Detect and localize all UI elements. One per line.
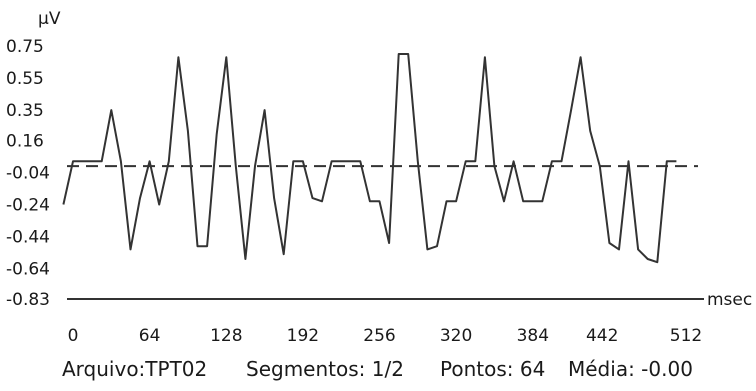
file-label: Arquivo:TPT02 bbox=[62, 357, 208, 381]
mean-label: Média: -0.00 bbox=[568, 357, 693, 381]
x-tick-labels: 0 64 128 192 256 320 384 442 512 bbox=[68, 326, 703, 346]
y-tick-label: -0.83 bbox=[6, 290, 50, 310]
signal-series-line bbox=[62, 53, 677, 264]
x-tick-label: 0 bbox=[68, 326, 79, 346]
x-tick-label: 320 bbox=[440, 326, 472, 346]
segments-label: Segmentos: 1/2 bbox=[246, 357, 404, 381]
y-axis-unit: μV bbox=[38, 9, 61, 29]
x-tick-label: 442 bbox=[586, 326, 618, 346]
x-axis-unit: msec bbox=[707, 290, 752, 310]
y-tick-label: 0.16 bbox=[6, 132, 44, 152]
x-tick-label: 256 bbox=[363, 326, 395, 346]
y-tick-label: 0.35 bbox=[6, 101, 44, 121]
y-tick-labels: 0.75 0.55 0.35 0.16 -0.04 -0.24 -0.44 -0.64 -0.8… bbox=[6, 37, 50, 310]
points-label: Pontos: 64 bbox=[440, 357, 546, 381]
y-tick-label: 0.75 bbox=[6, 37, 44, 57]
y-tick-label: -0.44 bbox=[6, 228, 50, 248]
y-tick-label: 0.55 bbox=[6, 69, 44, 89]
x-tick-label: 384 bbox=[517, 326, 549, 346]
y-tick-label: -0.64 bbox=[6, 260, 50, 280]
x-tick-label: 512 bbox=[670, 326, 702, 346]
x-tick-label: 192 bbox=[287, 326, 319, 346]
x-tick-label: 128 bbox=[210, 326, 242, 346]
y-tick-label: -0.04 bbox=[6, 164, 50, 184]
status-footer: Arquivo:TPT02 Segmentos: 1/2 Pontos: 64 … bbox=[0, 357, 756, 387]
x-tick-label: 64 bbox=[139, 326, 161, 346]
y-tick-label: -0.24 bbox=[6, 196, 50, 216]
